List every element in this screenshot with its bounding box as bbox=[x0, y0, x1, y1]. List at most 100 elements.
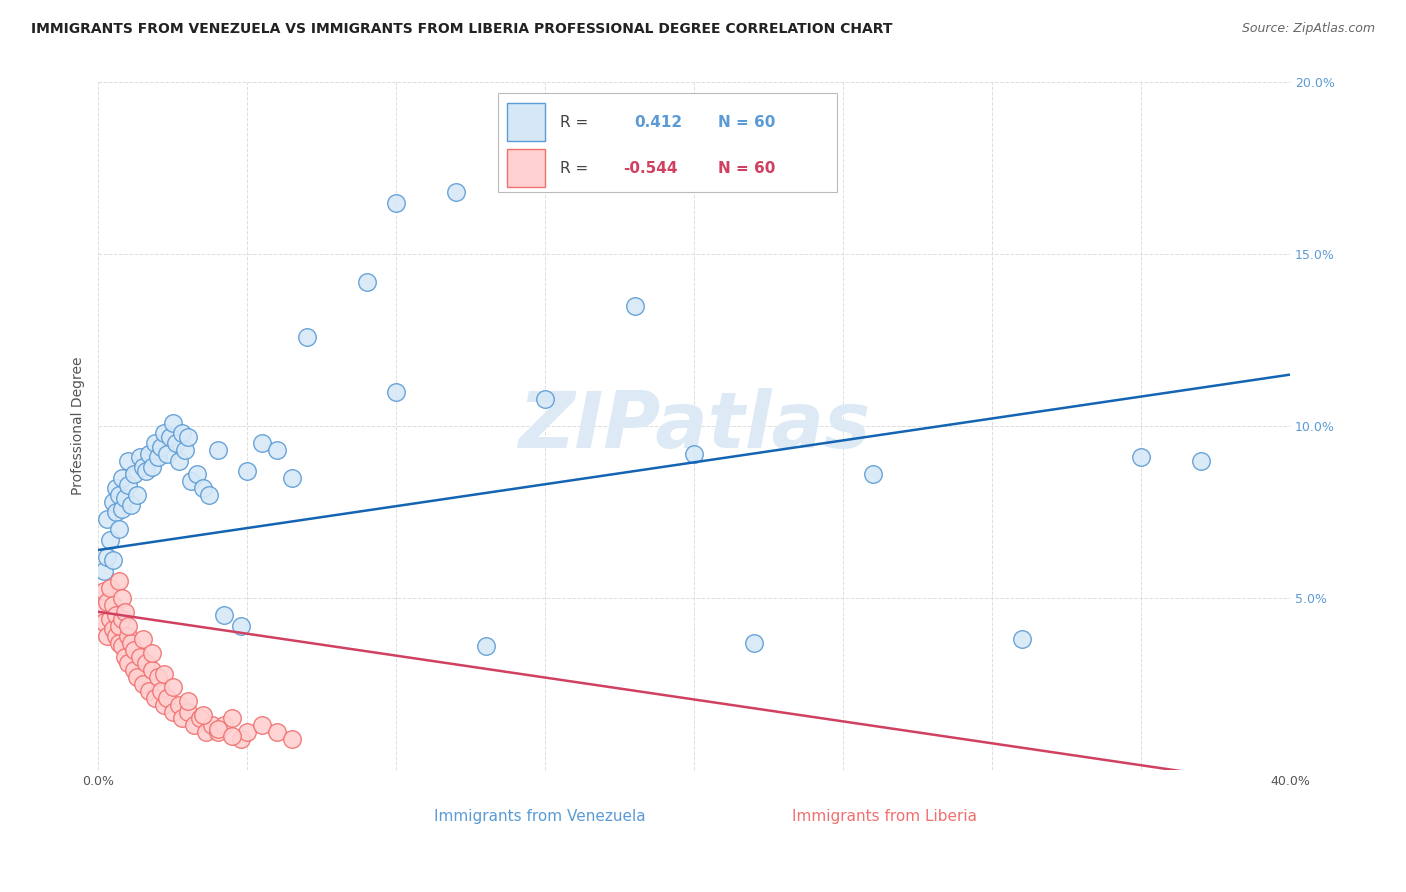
Point bbox=[191, 708, 214, 723]
Point bbox=[108, 574, 131, 588]
Point bbox=[96, 549, 118, 564]
Point bbox=[111, 501, 134, 516]
Point bbox=[231, 732, 253, 747]
Point bbox=[1011, 632, 1033, 647]
Point bbox=[444, 186, 467, 200]
Point bbox=[1130, 450, 1153, 464]
Point bbox=[295, 330, 318, 344]
Point bbox=[742, 636, 765, 650]
Point bbox=[177, 429, 200, 443]
Text: Immigrants from Liberia: Immigrants from Liberia bbox=[792, 808, 977, 823]
Text: N = 60: N = 60 bbox=[718, 161, 776, 176]
Text: -0.544: -0.544 bbox=[623, 161, 678, 176]
Point bbox=[93, 615, 115, 629]
Y-axis label: Professional Degree: Professional Degree bbox=[72, 357, 86, 495]
Point bbox=[474, 639, 496, 653]
Point bbox=[207, 722, 229, 736]
Point bbox=[103, 495, 125, 509]
Bar bbox=[508, 103, 546, 141]
Bar bbox=[399, 805, 429, 827]
Text: ZIPatlas: ZIPatlas bbox=[517, 388, 870, 464]
Point bbox=[127, 670, 149, 684]
Point bbox=[177, 705, 200, 719]
Point bbox=[103, 622, 125, 636]
Point bbox=[141, 460, 163, 475]
Text: R =: R = bbox=[560, 161, 593, 176]
Point bbox=[862, 467, 884, 482]
Point bbox=[108, 618, 131, 632]
Point bbox=[162, 416, 184, 430]
Point bbox=[252, 718, 274, 732]
Point bbox=[135, 657, 157, 671]
Text: N = 60: N = 60 bbox=[718, 115, 776, 130]
Point bbox=[156, 690, 179, 705]
Point bbox=[122, 663, 145, 677]
Point bbox=[221, 711, 243, 725]
Point bbox=[105, 505, 128, 519]
Point bbox=[103, 553, 125, 567]
Point bbox=[281, 471, 304, 485]
Point bbox=[132, 460, 155, 475]
Point bbox=[173, 443, 195, 458]
Point bbox=[93, 584, 115, 599]
Text: IMMIGRANTS FROM VENEZUELA VS IMMIGRANTS FROM LIBERIA PROFESSIONAL DEGREE CORRELA: IMMIGRANTS FROM VENEZUELA VS IMMIGRANTS … bbox=[31, 22, 893, 37]
Point bbox=[120, 636, 142, 650]
Point bbox=[117, 629, 139, 643]
Point bbox=[167, 698, 190, 712]
Point bbox=[183, 718, 205, 732]
Point bbox=[114, 605, 136, 619]
Point bbox=[236, 464, 259, 478]
Point bbox=[129, 649, 152, 664]
Point bbox=[141, 663, 163, 677]
Point bbox=[111, 639, 134, 653]
Text: Immigrants from Venezuela: Immigrants from Venezuela bbox=[434, 808, 647, 823]
Point bbox=[96, 512, 118, 526]
Point bbox=[266, 725, 288, 739]
Point bbox=[132, 632, 155, 647]
Point bbox=[266, 443, 288, 458]
Point bbox=[180, 474, 202, 488]
Point bbox=[186, 467, 208, 482]
Point bbox=[111, 591, 134, 605]
Point bbox=[197, 488, 219, 502]
Point bbox=[150, 684, 173, 698]
Point bbox=[90, 601, 112, 615]
Bar bbox=[756, 805, 786, 827]
Point bbox=[138, 447, 160, 461]
Point bbox=[207, 725, 229, 739]
Point bbox=[98, 533, 121, 547]
Point bbox=[236, 725, 259, 739]
Point bbox=[98, 612, 121, 626]
Point bbox=[221, 729, 243, 743]
Point bbox=[143, 436, 166, 450]
Point bbox=[623, 299, 645, 313]
Point bbox=[105, 629, 128, 643]
Point bbox=[188, 711, 211, 725]
Point bbox=[207, 443, 229, 458]
Point bbox=[252, 436, 274, 450]
Point bbox=[165, 436, 187, 450]
Point bbox=[111, 612, 134, 626]
Point bbox=[117, 657, 139, 671]
Point bbox=[96, 594, 118, 608]
Point bbox=[156, 447, 179, 461]
Point bbox=[108, 636, 131, 650]
Point bbox=[159, 429, 181, 443]
Point bbox=[201, 718, 224, 732]
Bar bbox=[508, 150, 546, 187]
Point bbox=[138, 684, 160, 698]
Point bbox=[146, 450, 169, 464]
Point bbox=[114, 649, 136, 664]
Point bbox=[120, 498, 142, 512]
Point bbox=[191, 481, 214, 495]
Point bbox=[162, 705, 184, 719]
Point bbox=[111, 471, 134, 485]
Point bbox=[212, 718, 235, 732]
Point bbox=[122, 467, 145, 482]
Point bbox=[135, 464, 157, 478]
Point bbox=[117, 453, 139, 467]
Point bbox=[356, 275, 378, 289]
Text: Source: ZipAtlas.com: Source: ZipAtlas.com bbox=[1241, 22, 1375, 36]
Point bbox=[143, 690, 166, 705]
Point bbox=[122, 642, 145, 657]
